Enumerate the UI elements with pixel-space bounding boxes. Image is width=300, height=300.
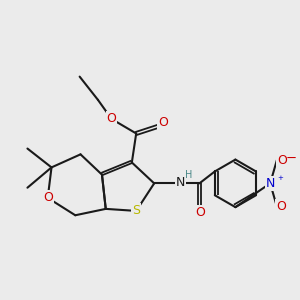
Text: O: O: [106, 112, 116, 125]
Text: N: N: [176, 176, 185, 189]
Text: O: O: [195, 206, 205, 219]
Text: +: +: [278, 175, 283, 181]
Text: H: H: [185, 170, 192, 180]
Text: N: N: [266, 177, 275, 190]
Text: −: −: [286, 152, 297, 165]
Text: O: O: [43, 191, 53, 204]
Text: S: S: [132, 204, 140, 218]
Text: O: O: [158, 116, 168, 129]
Text: O: O: [276, 200, 286, 213]
Text: O: O: [277, 154, 287, 167]
